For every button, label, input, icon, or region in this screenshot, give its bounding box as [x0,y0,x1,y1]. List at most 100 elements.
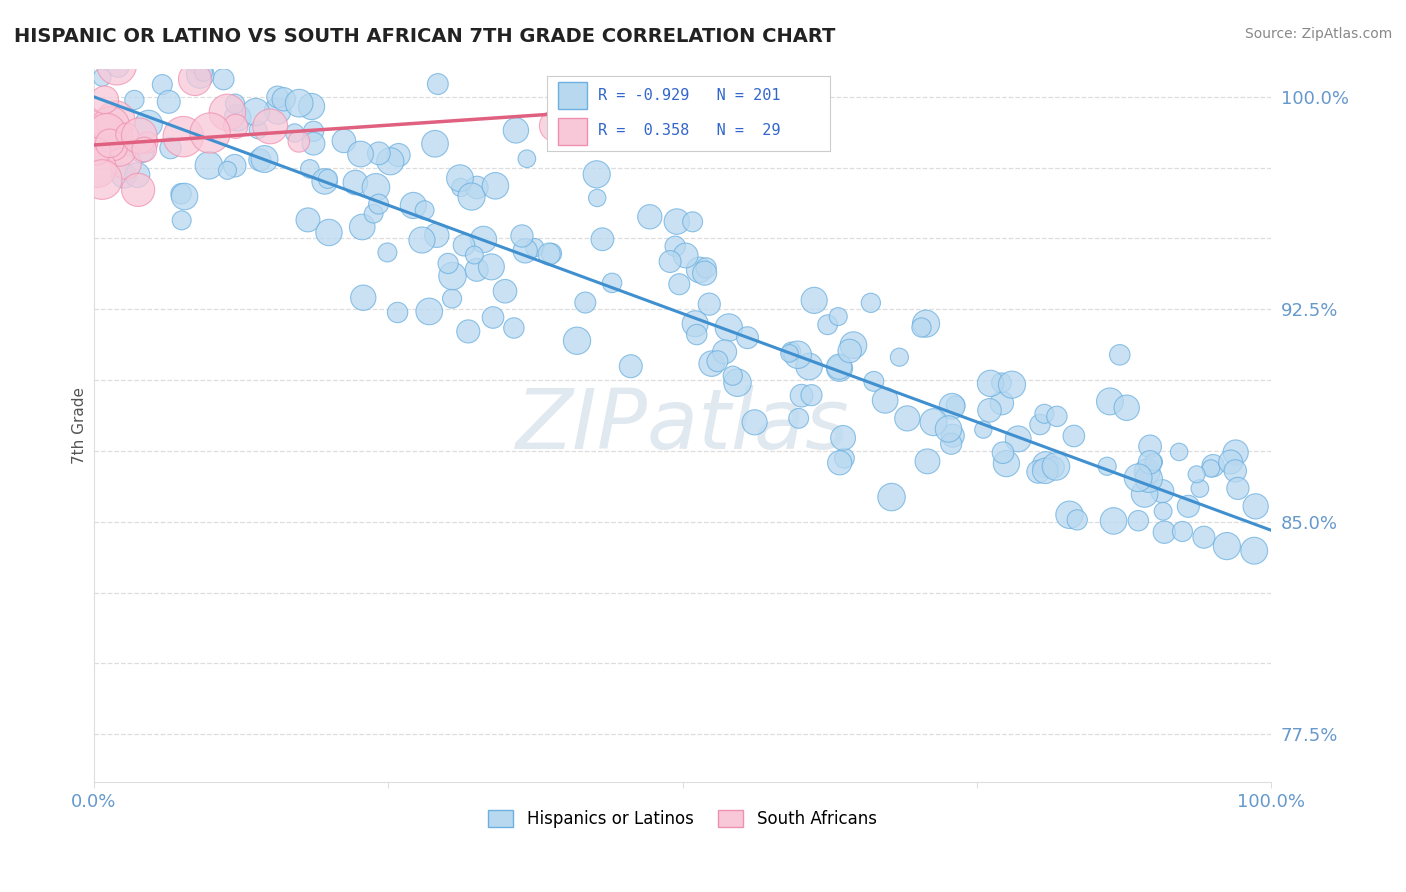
Point [863,375,886,389]
Point [1059,508,1081,522]
Point [686,327,709,342]
Point [108,128,131,143]
Point [344,176,367,190]
Point [683,317,706,331]
Point [224,159,246,173]
Point [449,171,471,186]
Point [302,136,325,151]
Point [721,368,744,383]
Point [523,241,546,255]
Point [245,105,267,120]
Point [266,103,288,118]
Point [127,183,149,197]
Point [364,180,387,194]
Point [107,60,129,74]
Point [910,320,932,334]
Point [1199,461,1222,475]
Point [917,454,939,468]
Point [91,70,114,85]
Point [100,119,122,133]
Point [744,415,766,429]
Point [1095,459,1118,474]
Point [460,189,482,203]
Point [787,411,810,425]
Point [193,65,215,79]
Point [538,247,561,261]
Point [817,318,839,332]
Point [91,172,114,186]
Point [226,111,249,125]
Point [838,343,860,358]
Point [115,127,138,141]
Point [98,136,121,151]
Point [108,143,131,157]
Point [1216,539,1239,553]
Point [198,158,221,172]
Point [1128,471,1150,485]
Point [922,415,945,429]
Point [1043,460,1066,475]
Point [219,45,242,60]
Point [938,422,960,436]
Point [377,245,399,260]
Point [184,72,207,87]
Point [301,99,323,113]
Point [284,126,307,140]
Point [779,346,801,360]
Point [1133,487,1156,501]
Point [349,147,371,161]
Point [96,125,118,139]
Point [979,403,1001,417]
Point [797,359,820,374]
Point [1188,482,1211,496]
Point [273,92,295,106]
Point [482,310,505,325]
Point [136,41,159,55]
Point [136,136,159,150]
Point [465,180,488,194]
Point [1243,543,1265,558]
Point [380,154,402,169]
Point [494,284,516,298]
Point [1192,530,1215,544]
Point [1143,455,1166,469]
Point [941,399,963,413]
Point [1225,464,1247,478]
Point [1139,455,1161,469]
Point [1225,445,1247,459]
Point [86,145,108,159]
Point [87,142,110,156]
Point [896,411,918,425]
Point [786,348,808,362]
Point [574,295,596,310]
Point [880,490,903,504]
Point [426,77,449,91]
Point [1063,429,1085,443]
Point [259,120,281,134]
Point [1152,484,1174,499]
Point [544,119,567,133]
Point [173,189,195,203]
Point [288,96,311,111]
Point [402,198,425,212]
Point [249,153,271,167]
Point [828,359,851,374]
Point [418,304,440,318]
Point [565,334,588,348]
Point [209,43,232,57]
Point [127,168,149,182]
Point [188,68,211,82]
Point [889,350,911,364]
Point [842,338,865,352]
Point [700,357,723,371]
Point [1136,465,1159,479]
Point [727,376,749,390]
Point [225,120,247,134]
Point [875,393,897,408]
Point [387,148,409,162]
Point [212,72,235,87]
Point [217,163,239,178]
Point [585,167,607,181]
Point [979,376,1001,391]
Point [253,152,276,166]
